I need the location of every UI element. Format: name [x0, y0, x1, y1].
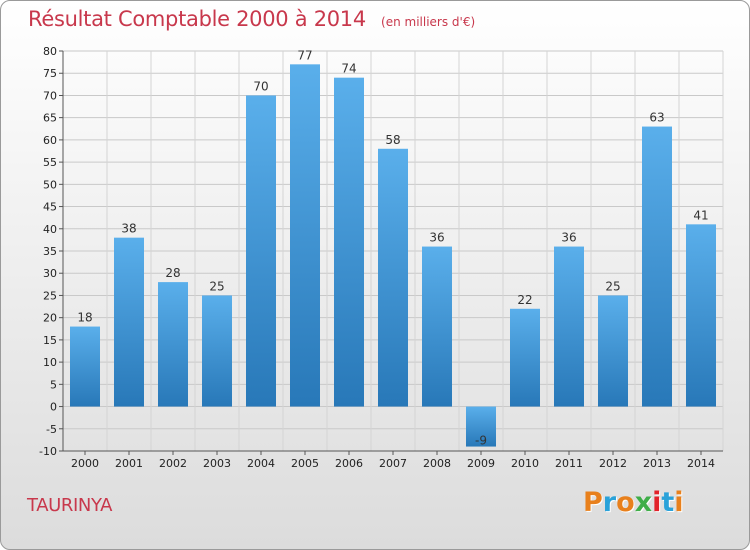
y-tick-label: 75: [43, 67, 57, 80]
logo-letter: t: [661, 487, 675, 518]
data-label: 25: [209, 279, 224, 293]
x-tick-label: 2001: [115, 457, 143, 470]
logo-letter: i: [674, 487, 684, 518]
chart-title: Résultat Comptable 2000 à 2014 (en milli…: [28, 7, 475, 31]
commune-name: TAURINYA: [27, 495, 113, 516]
y-tick-label: 60: [43, 134, 57, 147]
y-tick-label: 55: [43, 156, 57, 169]
y-tick-label: 15: [43, 334, 57, 347]
data-label: 18: [77, 311, 92, 325]
y-tick-label: 25: [43, 289, 57, 302]
y-tick-labels: -10 -5 0 5 10 15 20 25 30 35 40 45 50 55 60 65 70 75 80: [39, 45, 57, 458]
logo-letter: r: [602, 487, 617, 518]
bar: [598, 295, 628, 407]
y-tick-label: 0: [50, 401, 57, 414]
x-tick-label: 2007: [379, 457, 407, 470]
x-tick-label: 2002: [159, 457, 187, 470]
bar: [114, 237, 144, 407]
bar: [466, 406, 496, 447]
proxiti-logo: Proxiti: [583, 487, 684, 518]
data-labels: 18 38 28 25 70 77 74 58 36 -9 22 36 25 63 41: [77, 48, 708, 447]
data-label: 74: [341, 62, 356, 76]
bars: [70, 64, 716, 447]
data-label: 36: [561, 231, 576, 245]
bar: [378, 148, 408, 407]
x-tick-label: 2012: [599, 457, 627, 470]
data-label: 70: [253, 79, 268, 93]
title-main: Résultat Comptable 2000 à 2014: [28, 7, 366, 31]
data-label: 38: [121, 222, 136, 236]
x-tick-label: 2011: [555, 457, 583, 470]
x-tick-label: 2005: [291, 457, 319, 470]
x-tick-labels: 2000 2001 2002 2003 2004 2005 2006 2007 2008 2009…: [71, 451, 715, 470]
data-label: 63: [649, 111, 664, 125]
x-tick-label: 2004: [247, 457, 275, 470]
bar: [334, 77, 364, 407]
data-label: 41: [693, 208, 708, 222]
bar: [70, 326, 100, 407]
title-subtitle: (en milliers d'€): [381, 15, 476, 29]
y-tick-label: 80: [43, 45, 57, 58]
y-tick-label: 70: [43, 89, 57, 102]
data-label: 22: [517, 293, 532, 307]
x-tick-label: 2014: [687, 457, 715, 470]
bar: [290, 64, 320, 407]
x-tick-label: 2010: [511, 457, 539, 470]
bar: [510, 308, 540, 407]
bar: [422, 246, 452, 407]
y-tick-label: 65: [43, 112, 57, 125]
y-tick-label: 45: [43, 201, 57, 214]
bar: [158, 282, 188, 407]
bar: [642, 126, 672, 407]
y-tick-label: 35: [43, 245, 57, 258]
bar: [686, 224, 716, 407]
data-label: -9: [475, 434, 487, 448]
y-tick-label: 20: [43, 312, 57, 325]
y-tick-label: -5: [46, 423, 57, 436]
logo-letter: i: [652, 487, 662, 518]
data-label: 28: [165, 266, 180, 280]
logo-letter: P: [583, 487, 603, 518]
y-tick-label: 10: [43, 356, 57, 369]
x-tick-label: 2006: [335, 457, 363, 470]
y-tick-label: 5: [50, 378, 57, 391]
x-tick-label: 2000: [71, 457, 99, 470]
x-tick-label: 2009: [467, 457, 495, 470]
y-tick-label: -10: [39, 445, 57, 458]
data-label: 77: [297, 48, 312, 62]
bar: [554, 246, 584, 407]
x-tick-label: 2013: [643, 457, 671, 470]
data-label: 58: [385, 133, 400, 147]
y-tick-label: 50: [43, 178, 57, 191]
x-tick-label: 2008: [423, 457, 451, 470]
data-label: 36: [429, 231, 444, 245]
bar: [246, 95, 276, 407]
data-label: 25: [605, 279, 620, 293]
x-tick-label: 2003: [203, 457, 231, 470]
y-tick-label: 40: [43, 223, 57, 236]
logo-letter: o: [616, 487, 635, 518]
y-tick-label: 30: [43, 267, 57, 280]
bar: [202, 295, 232, 407]
logo-letter: x: [634, 487, 653, 518]
